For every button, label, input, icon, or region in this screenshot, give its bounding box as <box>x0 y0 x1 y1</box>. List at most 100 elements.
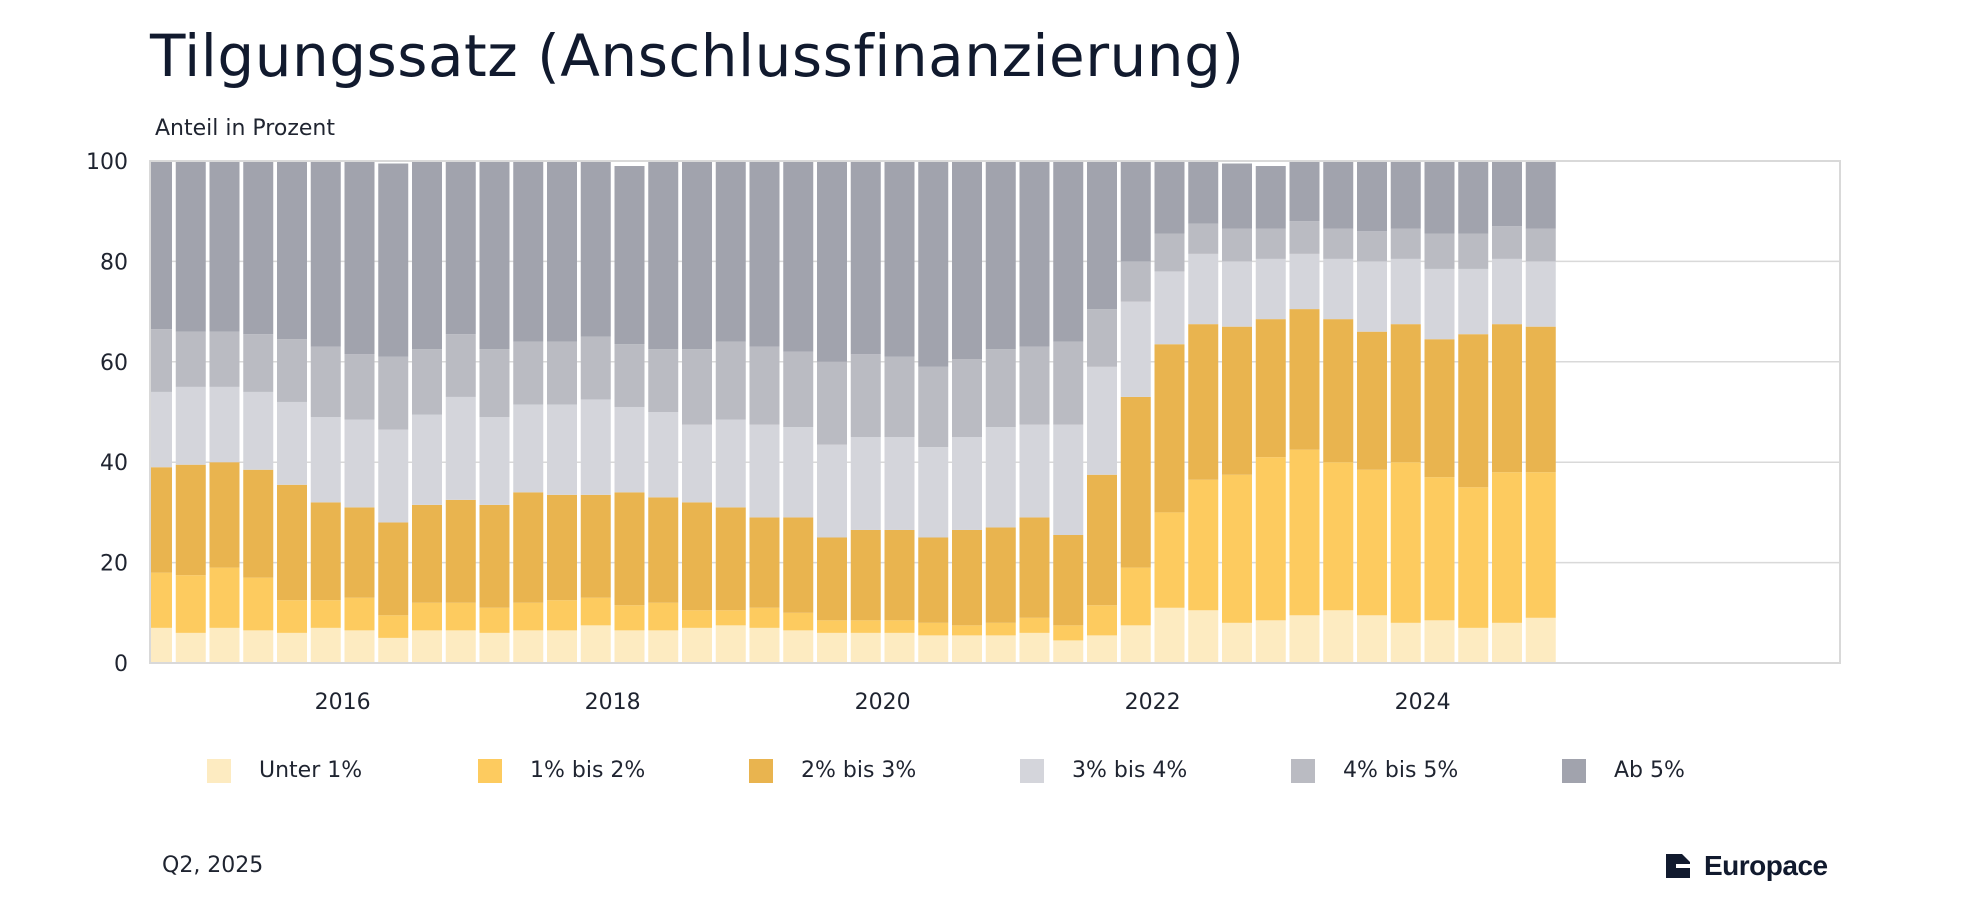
bar-segment <box>445 630 476 663</box>
bar-stack <box>209 161 240 663</box>
bar-segment <box>150 329 172 392</box>
bar-segment <box>1525 326 1556 473</box>
bar-stack <box>1357 161 1387 663</box>
bar-segment <box>580 625 611 663</box>
bar-segment <box>1424 161 1455 234</box>
bar-segment <box>817 632 847 663</box>
bar-segment <box>1255 166 1286 229</box>
bar-segment <box>614 605 645 631</box>
bar-segment <box>412 602 442 631</box>
bar-segment <box>682 349 712 425</box>
bar-segment <box>1525 161 1556 229</box>
bar-segment <box>344 354 375 420</box>
bar-stack <box>1053 161 1084 663</box>
legend-label: 3% bis 4% <box>1072 758 1188 783</box>
bar-segment <box>715 341 746 420</box>
bar-segment <box>1390 228 1421 259</box>
bar-segment <box>1087 161 1117 310</box>
bar-stack <box>1424 161 1455 663</box>
bar-segment <box>952 529 982 626</box>
bar-segment <box>209 161 240 332</box>
bar-segment <box>1458 627 1489 663</box>
bar-segment <box>1255 620 1286 663</box>
bar-segment <box>175 575 206 633</box>
bar-segment <box>175 386 206 465</box>
bar-segment <box>1323 161 1354 229</box>
bar-segment <box>1289 449 1320 616</box>
bar-stack <box>310 161 341 663</box>
bar-segment <box>547 341 577 405</box>
bar-segment <box>1019 617 1050 633</box>
bar-stack <box>884 161 915 663</box>
bar-segment <box>378 429 409 523</box>
bar-segment <box>1120 261 1151 302</box>
bar-segment <box>952 359 982 438</box>
bar-segment <box>378 356 409 430</box>
bar-segment <box>513 404 544 493</box>
bar-segment <box>1120 625 1151 663</box>
bar-segment <box>614 166 645 345</box>
bar-stack <box>1458 161 1489 663</box>
bar-segment <box>682 161 712 350</box>
x-axis: 2016 2018 2020 2022 2024 <box>315 690 1451 715</box>
bar-stack <box>715 161 746 663</box>
legend-label: 2% bis 3% <box>801 758 917 783</box>
bar-stack <box>1222 163 1252 663</box>
bar-segment <box>783 517 814 613</box>
bar-segment <box>479 504 510 608</box>
legend-swatch <box>207 758 231 783</box>
bar-segment <box>513 492 544 603</box>
bar-segment <box>175 161 206 332</box>
bar-segment <box>918 447 949 538</box>
bar-segment <box>884 356 915 438</box>
bar-segment <box>547 630 577 663</box>
bar-segment <box>817 537 847 621</box>
bar-segment <box>479 161 510 350</box>
bar-segment <box>952 625 982 636</box>
bar-segment <box>1525 617 1556 663</box>
y-tick-label: 40 <box>100 451 128 476</box>
bar-segment <box>243 469 274 578</box>
bar-segment <box>1357 161 1387 232</box>
bar-segment <box>150 161 172 330</box>
bar-segment <box>850 620 881 633</box>
bar-segment <box>1087 366 1117 475</box>
bar-segment <box>547 494 577 601</box>
bar-segment <box>378 637 409 663</box>
bar-segment <box>277 600 307 633</box>
bar-segment <box>479 632 510 663</box>
bar-segment <box>749 517 780 608</box>
bar-segment <box>1053 625 1084 641</box>
bar-segment <box>547 161 577 342</box>
x-tick-label: 2022 <box>1125 690 1181 715</box>
legend-item: Unter 1% <box>207 758 478 783</box>
bar-segment <box>513 630 544 663</box>
bar-segment <box>1087 474 1117 606</box>
bar-segment <box>1188 479 1219 611</box>
legend-label: Unter 1% <box>259 758 363 783</box>
bar-segment <box>1424 620 1455 663</box>
bar-segment <box>547 600 577 631</box>
bar-stack <box>1154 161 1185 663</box>
bar-segment <box>580 336 611 400</box>
bar-segment <box>344 419 375 508</box>
bar-segment <box>1120 396 1151 568</box>
legend-item: Ab 5% <box>1562 758 1833 783</box>
bar-segment <box>817 361 847 445</box>
bar-segment <box>209 331 240 387</box>
bar-segment <box>1424 268 1455 340</box>
bar-segment <box>614 630 645 663</box>
bar-segment <box>513 161 544 342</box>
bar-segment <box>1087 309 1117 367</box>
bar-segment <box>1289 221 1320 254</box>
bar-stack <box>1289 161 1320 663</box>
bar-segment <box>479 349 510 418</box>
bar-segment <box>985 635 1016 663</box>
bar-segment <box>344 630 375 663</box>
x-tick-label: 2016 <box>315 690 371 715</box>
bar-segment <box>1289 161 1320 222</box>
bar-stack <box>614 166 645 663</box>
bar-segment <box>1120 161 1151 262</box>
bar-stack <box>1120 161 1151 663</box>
bar-segment <box>783 161 814 352</box>
